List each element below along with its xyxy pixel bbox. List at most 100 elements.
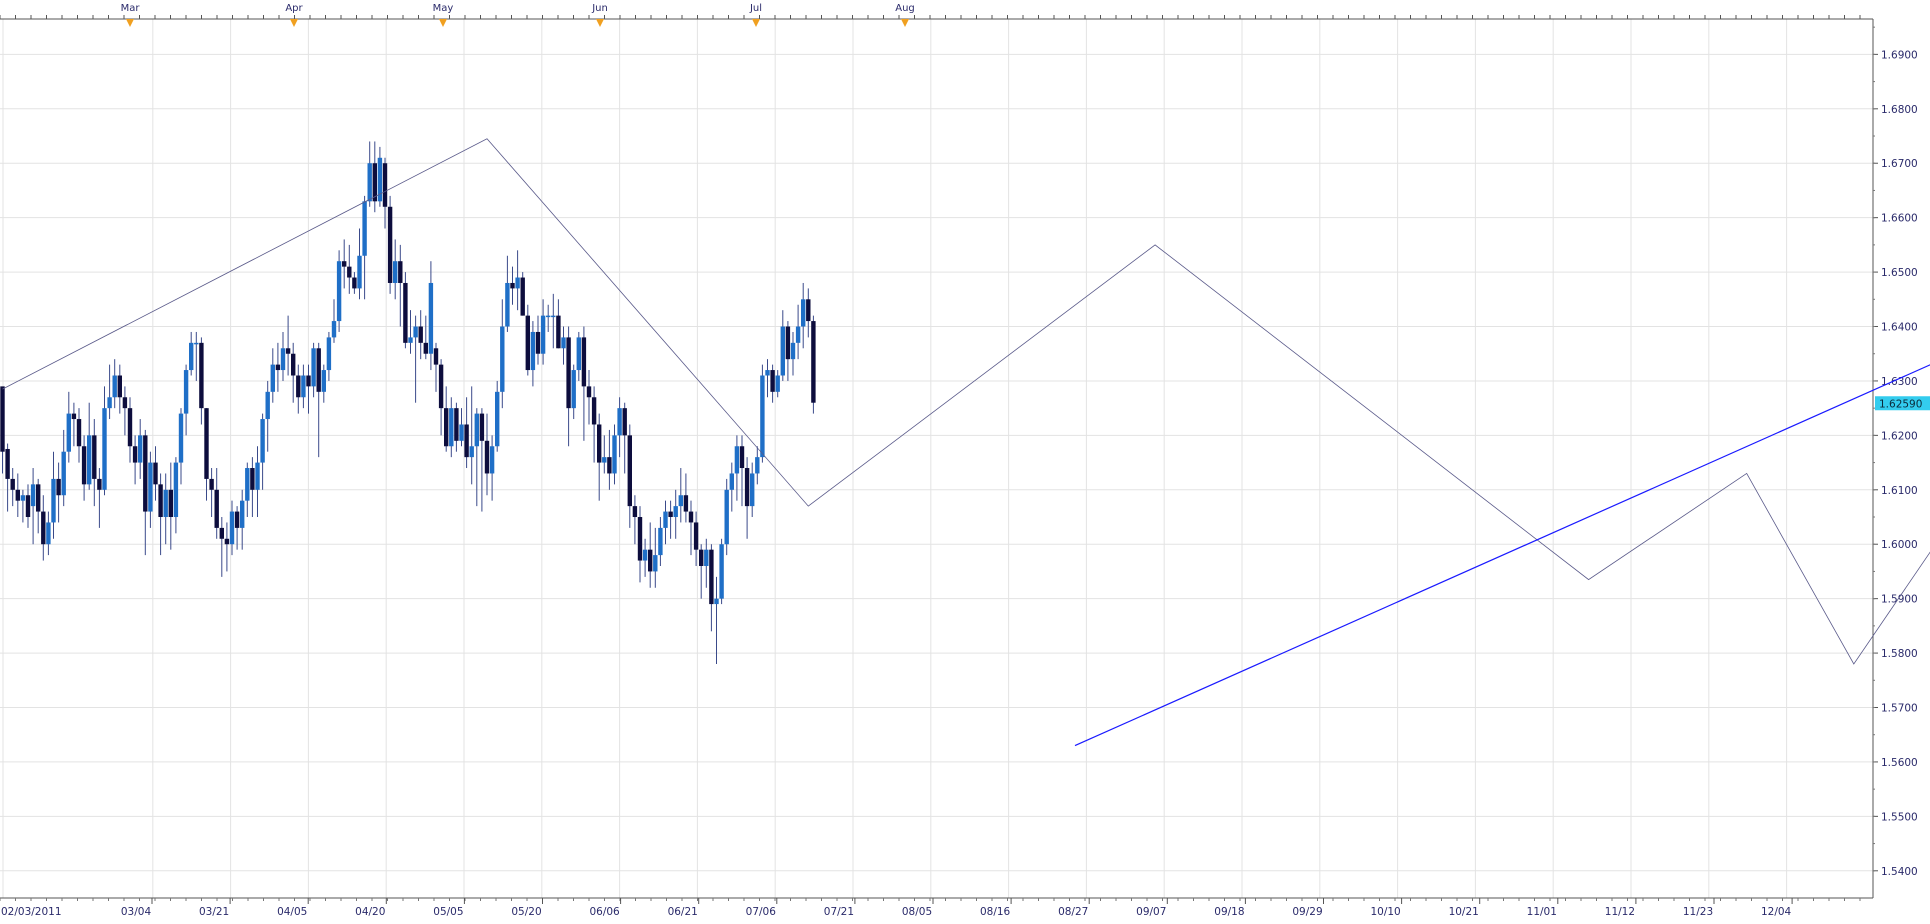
candle-up	[714, 599, 718, 604]
month-label: May	[433, 3, 454, 14]
candle-up	[266, 392, 270, 419]
candle-up	[31, 484, 35, 506]
x-tick-label: 03/04	[121, 906, 152, 918]
candle-down	[388, 207, 392, 283]
x-tick-label: 10/21	[1449, 906, 1479, 918]
y-tick-label: 1.6600	[1881, 213, 1918, 225]
candle-up	[796, 327, 800, 343]
candle-up	[332, 321, 336, 337]
candle-up	[255, 463, 259, 490]
candle-up	[546, 316, 550, 318]
candle-down	[770, 370, 774, 392]
candle-down	[169, 490, 173, 517]
x-tick-label: 08/05	[902, 906, 932, 918]
candle-down	[41, 512, 45, 545]
candle-down	[582, 337, 586, 386]
month-label: Jun	[591, 3, 608, 14]
candle-down	[128, 408, 132, 446]
candle-down	[668, 512, 672, 517]
y-tick-label: 1.5600	[1881, 757, 1918, 769]
candle-down	[276, 365, 280, 370]
candle-up	[230, 512, 234, 545]
candle-down	[317, 348, 321, 392]
candle-up	[725, 490, 729, 544]
candle-up	[194, 343, 198, 345]
candle-down	[286, 348, 290, 353]
month-label: Aug	[895, 3, 915, 14]
candle-down	[521, 278, 525, 316]
candle-up	[719, 544, 723, 598]
candle-down	[587, 386, 591, 397]
x-tick-label: 05/20	[511, 906, 541, 918]
candle-down	[209, 479, 213, 490]
y-tick-label: 1.5500	[1881, 811, 1918, 823]
candle-up	[62, 452, 66, 496]
candle-down	[607, 457, 611, 473]
candle-down	[510, 283, 514, 288]
y-tick-label: 1.6900	[1881, 49, 1918, 61]
candle-up	[653, 555, 657, 571]
candle-up	[189, 343, 193, 370]
y-tick-label: 1.5800	[1881, 648, 1918, 660]
candle-down	[204, 408, 208, 479]
candle-down	[36, 484, 40, 511]
candle-down	[235, 512, 239, 528]
candle-down	[352, 278, 356, 289]
candle-down	[424, 343, 428, 354]
y-tick-label: 1.5700	[1881, 703, 1918, 715]
candle-down	[291, 354, 295, 376]
candle-down	[648, 550, 652, 572]
candle-down	[480, 414, 484, 441]
y-tick-label: 1.6100	[1881, 485, 1918, 497]
candle-up	[174, 463, 178, 517]
candle-up	[260, 419, 264, 463]
candle-down	[92, 435, 96, 479]
candle-up	[500, 327, 504, 392]
x-tick-label: 10/10	[1370, 906, 1400, 918]
x-tick-label: 07/06	[746, 906, 777, 918]
x-tick-label: 11/01	[1527, 906, 1557, 918]
y-tick-label: 1.6800	[1881, 104, 1918, 116]
candle-up	[515, 278, 519, 289]
candle-down	[77, 419, 81, 446]
x-tick-label: 11/12	[1605, 906, 1635, 918]
candle-down	[709, 550, 713, 604]
candle-up	[413, 327, 417, 338]
candle-down	[786, 327, 790, 360]
candle-up	[643, 550, 647, 561]
candle-up	[490, 446, 494, 473]
x-tick-label: 09/18	[1214, 906, 1244, 918]
candle-down	[526, 316, 530, 370]
candle-down	[444, 408, 448, 446]
candle-down	[694, 522, 698, 549]
candle-down	[296, 375, 300, 397]
candle-down	[0, 386, 4, 451]
candle-up	[311, 348, 315, 386]
candle-down	[485, 441, 489, 474]
candle-down	[592, 397, 596, 424]
candle-up	[776, 375, 780, 391]
candle-down	[633, 506, 637, 517]
candle-down	[97, 479, 101, 490]
candle-up	[429, 283, 433, 354]
y-tick-label: 1.6700	[1881, 158, 1918, 170]
x-tick-label: 09/07	[1136, 906, 1166, 918]
candle-up	[281, 348, 285, 370]
candle-up	[475, 414, 479, 447]
candle-up	[327, 337, 331, 370]
candle-up	[164, 490, 168, 517]
candle-down	[699, 550, 703, 566]
candle-down	[811, 321, 815, 403]
month-label: Jul	[749, 3, 762, 14]
candle-down	[72, 414, 76, 419]
candle-up	[470, 446, 474, 457]
candle-up	[663, 512, 667, 528]
candle-down	[806, 299, 810, 321]
candle-up	[148, 463, 152, 512]
x-tick-label: 11/23	[1683, 906, 1713, 918]
candle-down	[439, 365, 443, 409]
candle-up	[67, 414, 71, 452]
candle-up	[21, 495, 25, 500]
x-tick-label: 09/29	[1292, 906, 1322, 918]
